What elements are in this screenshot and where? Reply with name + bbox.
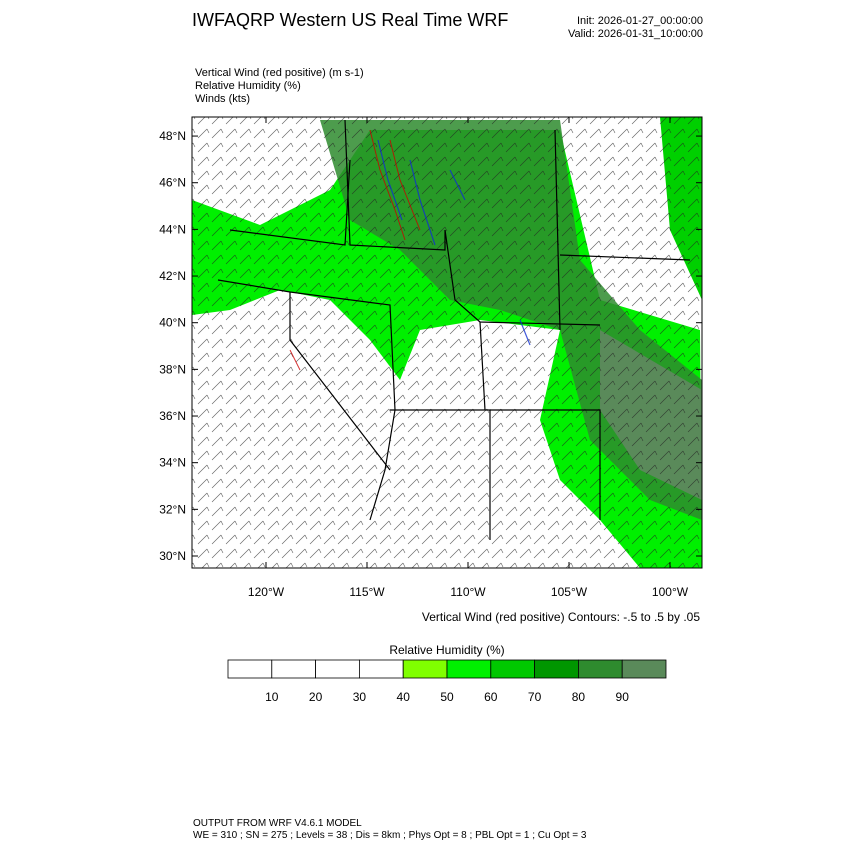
colorbar-label: 10 xyxy=(265,690,279,704)
colorbar-box xyxy=(490,659,535,679)
field-label: Winds (kts) xyxy=(195,93,250,105)
colorbar-label: 70 xyxy=(528,690,542,704)
colorbar-box xyxy=(446,659,492,679)
lon-tick-label: 105°W xyxy=(551,585,588,599)
lat-tick-label: 40°N xyxy=(159,316,186,330)
lat-tick-label: 34°N xyxy=(159,456,186,470)
lon-tick-label: 120°W xyxy=(248,585,285,599)
contour-note: Vertical Wind (red positive) Contours: -… xyxy=(422,610,700,624)
lat-tick-label: 36°N xyxy=(159,409,186,423)
colorbar-label: 60 xyxy=(484,690,498,704)
field-label: Relative Humidity (%) xyxy=(195,80,301,92)
vertical-wind-contours xyxy=(377,139,531,346)
plot-frame xyxy=(191,116,703,569)
colorbar-box xyxy=(358,659,404,679)
field-label: Vertical Wind (red positive) (m s-1) xyxy=(195,67,364,79)
colorbar-label: 90 xyxy=(616,690,630,704)
colorbar-label: 40 xyxy=(397,690,411,704)
colorbar-box xyxy=(621,659,667,679)
colorbar-box xyxy=(271,659,316,679)
footer-line: OUTPUT FROM WRF V4.6.1 MODEL xyxy=(193,818,362,829)
colorbar-label: 50 xyxy=(440,690,454,704)
colorbar-box xyxy=(315,659,360,679)
colorbar-box xyxy=(402,659,448,679)
colorbar-box xyxy=(578,659,623,679)
init-time: Init: 2026-01-27_00:00:00 xyxy=(577,15,703,27)
colorbar-label: 30 xyxy=(353,690,367,704)
lat-tick-label: 46°N xyxy=(159,176,186,190)
lat-tick-label: 42°N xyxy=(159,269,186,283)
lat-tick-label: 48°N xyxy=(159,129,186,143)
colorbar-box xyxy=(227,659,273,679)
state-borders xyxy=(217,119,691,540)
footer-line: WE = 310 ; SN = 275 ; Levels = 38 ; Dis … xyxy=(193,830,587,841)
map-area xyxy=(192,117,702,568)
colorbar-label: 80 xyxy=(572,690,586,704)
valid-time: Valid: 2026-01-31_10:00:00 xyxy=(568,28,703,40)
colorbar-box xyxy=(534,659,579,679)
lat-tick-label: 38°N xyxy=(159,362,186,376)
lon-tick-label: 110°W xyxy=(450,585,486,599)
colorbar-label: 20 xyxy=(309,690,323,704)
lon-tick-label: 115°W xyxy=(349,585,385,599)
lat-tick-label: 32°N xyxy=(159,502,186,516)
lon-tick-label: 100°W xyxy=(652,585,689,599)
vertical-wind-contours xyxy=(289,129,421,371)
lat-tick-label: 30°N xyxy=(159,549,186,563)
colorbar-title: Relative Humidity (%) xyxy=(389,643,504,657)
lat-tick-label: 44°N xyxy=(159,222,186,236)
title: IWFAQRP Western US Real Time WRF xyxy=(192,10,508,30)
